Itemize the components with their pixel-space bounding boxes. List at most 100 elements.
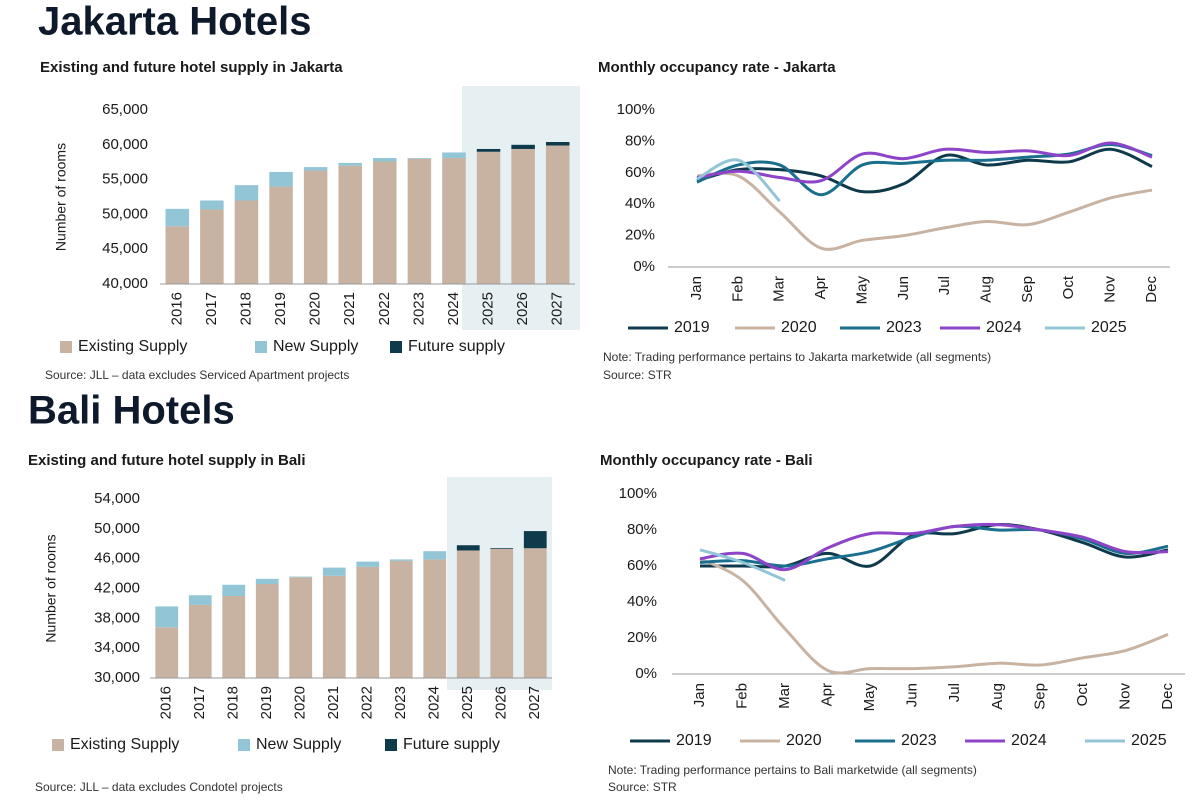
y-tick-label: 40,000 <box>102 275 148 292</box>
bar-segment <box>373 158 397 162</box>
line-series <box>696 147 1153 194</box>
bar-segment <box>165 208 190 227</box>
x-tick-label: Sep <box>1031 683 1048 710</box>
y-tick-label: 50,000 <box>102 205 148 222</box>
x-tick-label: Dec <box>1143 276 1160 303</box>
y-tick-label: 100% <box>619 485 657 502</box>
x-tick-label: Apr <box>812 276 829 299</box>
legend-label: 2024 <box>1011 732 1047 749</box>
line-series <box>696 158 781 203</box>
bar-segment <box>511 144 535 149</box>
legend-label: 2024 <box>986 319 1022 336</box>
bar-segment <box>511 148 535 284</box>
y-axis-label: Number of rooms <box>53 143 69 251</box>
x-tick-label: 2024 <box>426 686 443 719</box>
line-series <box>696 143 1153 197</box>
bar-segment <box>476 148 501 152</box>
x-tick-label: 2027 <box>549 292 566 325</box>
legend-label: 2025 <box>1131 732 1167 749</box>
x-tick-label: Jun <box>904 683 921 707</box>
x-tick-label: Feb <box>734 683 751 709</box>
legend-label: 2025 <box>1091 319 1127 336</box>
bar-segment <box>255 584 279 678</box>
line-series <box>696 141 1153 184</box>
y-tick-label: 40% <box>627 593 657 610</box>
bar-segment <box>490 548 514 678</box>
x-tick-label: Mar <box>776 683 793 709</box>
bar-segment <box>200 209 224 284</box>
legend-label: Existing Supply <box>78 338 187 355</box>
x-tick-label: Jul <box>936 276 953 295</box>
line-series <box>699 522 1169 572</box>
chart-note: Note: Trading performance pertains to Ja… <box>603 350 991 364</box>
x-tick-label: Oct <box>1074 682 1091 706</box>
x-tick-label: 2020 <box>307 292 324 325</box>
legend-label: 2019 <box>674 319 710 336</box>
y-tick-label: 54,000 <box>94 490 140 507</box>
x-tick-label: Jul <box>946 683 963 702</box>
legend-label: 2023 <box>901 732 937 749</box>
bar-segment <box>289 577 313 678</box>
x-tick-label: Aug <box>989 683 1006 710</box>
x-tick-label: Mar <box>771 276 788 302</box>
bar-segment <box>423 559 447 678</box>
x-tick-label: Feb <box>729 276 746 302</box>
legend-label: Existing Supply <box>70 736 179 753</box>
y-tick-label: 60,000 <box>102 136 148 153</box>
section-heading: Jakarta Hotels <box>38 0 311 44</box>
x-tick-label: Aug <box>978 276 995 303</box>
x-tick-label: 2025 <box>459 686 476 719</box>
legend-label: Future supply <box>408 338 505 355</box>
bar-segment <box>289 576 313 578</box>
y-tick-label: 20% <box>625 227 655 244</box>
legend-swatch <box>390 341 402 353</box>
y-tick-label: 40% <box>625 195 655 212</box>
legend-swatch <box>238 739 250 751</box>
bar-segment <box>456 550 480 678</box>
bar-segment <box>269 171 293 187</box>
bar-segment <box>303 170 328 284</box>
y-tick-label: 80% <box>625 132 655 149</box>
x-tick-label: 2020 <box>292 686 309 719</box>
x-tick-label: 2023 <box>410 292 427 325</box>
bar-segment <box>476 151 501 284</box>
chart-title: Monthly occupancy rate - Jakarta <box>598 59 836 76</box>
y-axis-label: Number of rooms <box>43 534 59 642</box>
y-tick-label: 60% <box>625 164 655 181</box>
bar-segment <box>389 560 413 678</box>
bar-segment <box>545 142 570 146</box>
x-tick-label: May <box>853 276 870 305</box>
x-tick-label: 2027 <box>526 686 543 719</box>
x-tick-label: Apr <box>819 683 836 706</box>
legend-swatch <box>52 739 64 751</box>
bar-segment <box>234 185 259 201</box>
y-tick-label: 30,000 <box>94 669 140 686</box>
bar-segment <box>456 545 480 551</box>
legend-label: New Supply <box>256 736 341 753</box>
x-tick-label: Jan <box>688 276 705 300</box>
y-tick-label: 0% <box>633 258 655 275</box>
x-tick-label: 2026 <box>493 686 510 719</box>
chart-source: Source: JLL – data excludes Condotel pro… <box>35 780 283 794</box>
y-tick-label: 34,000 <box>94 639 140 656</box>
bar-segment <box>442 158 466 284</box>
x-tick-label: Jun <box>895 276 912 300</box>
bar-segment <box>155 627 179 678</box>
x-tick-label: 2023 <box>392 686 409 719</box>
y-tick-label: 45,000 <box>102 240 148 257</box>
y-tick-label: 46,000 <box>94 550 140 567</box>
chart-source: Source: JLL – data excludes Serviced Apa… <box>45 368 349 382</box>
legend-label: Future supply <box>403 736 500 753</box>
chart-title: Existing and future hotel supply in Jaka… <box>40 59 343 76</box>
legend-label: 2019 <box>676 732 712 749</box>
x-tick-label: Dec <box>1159 683 1176 710</box>
line-series <box>699 524 1169 568</box>
line-series <box>699 548 786 582</box>
bar-segment <box>523 531 547 549</box>
y-tick-label: 42,000 <box>94 579 140 596</box>
bar-segment <box>165 226 190 284</box>
x-tick-label: 2019 <box>272 292 289 325</box>
x-tick-label: 2024 <box>445 292 462 325</box>
bar-segment <box>234 200 259 284</box>
legend-swatch <box>255 341 267 353</box>
